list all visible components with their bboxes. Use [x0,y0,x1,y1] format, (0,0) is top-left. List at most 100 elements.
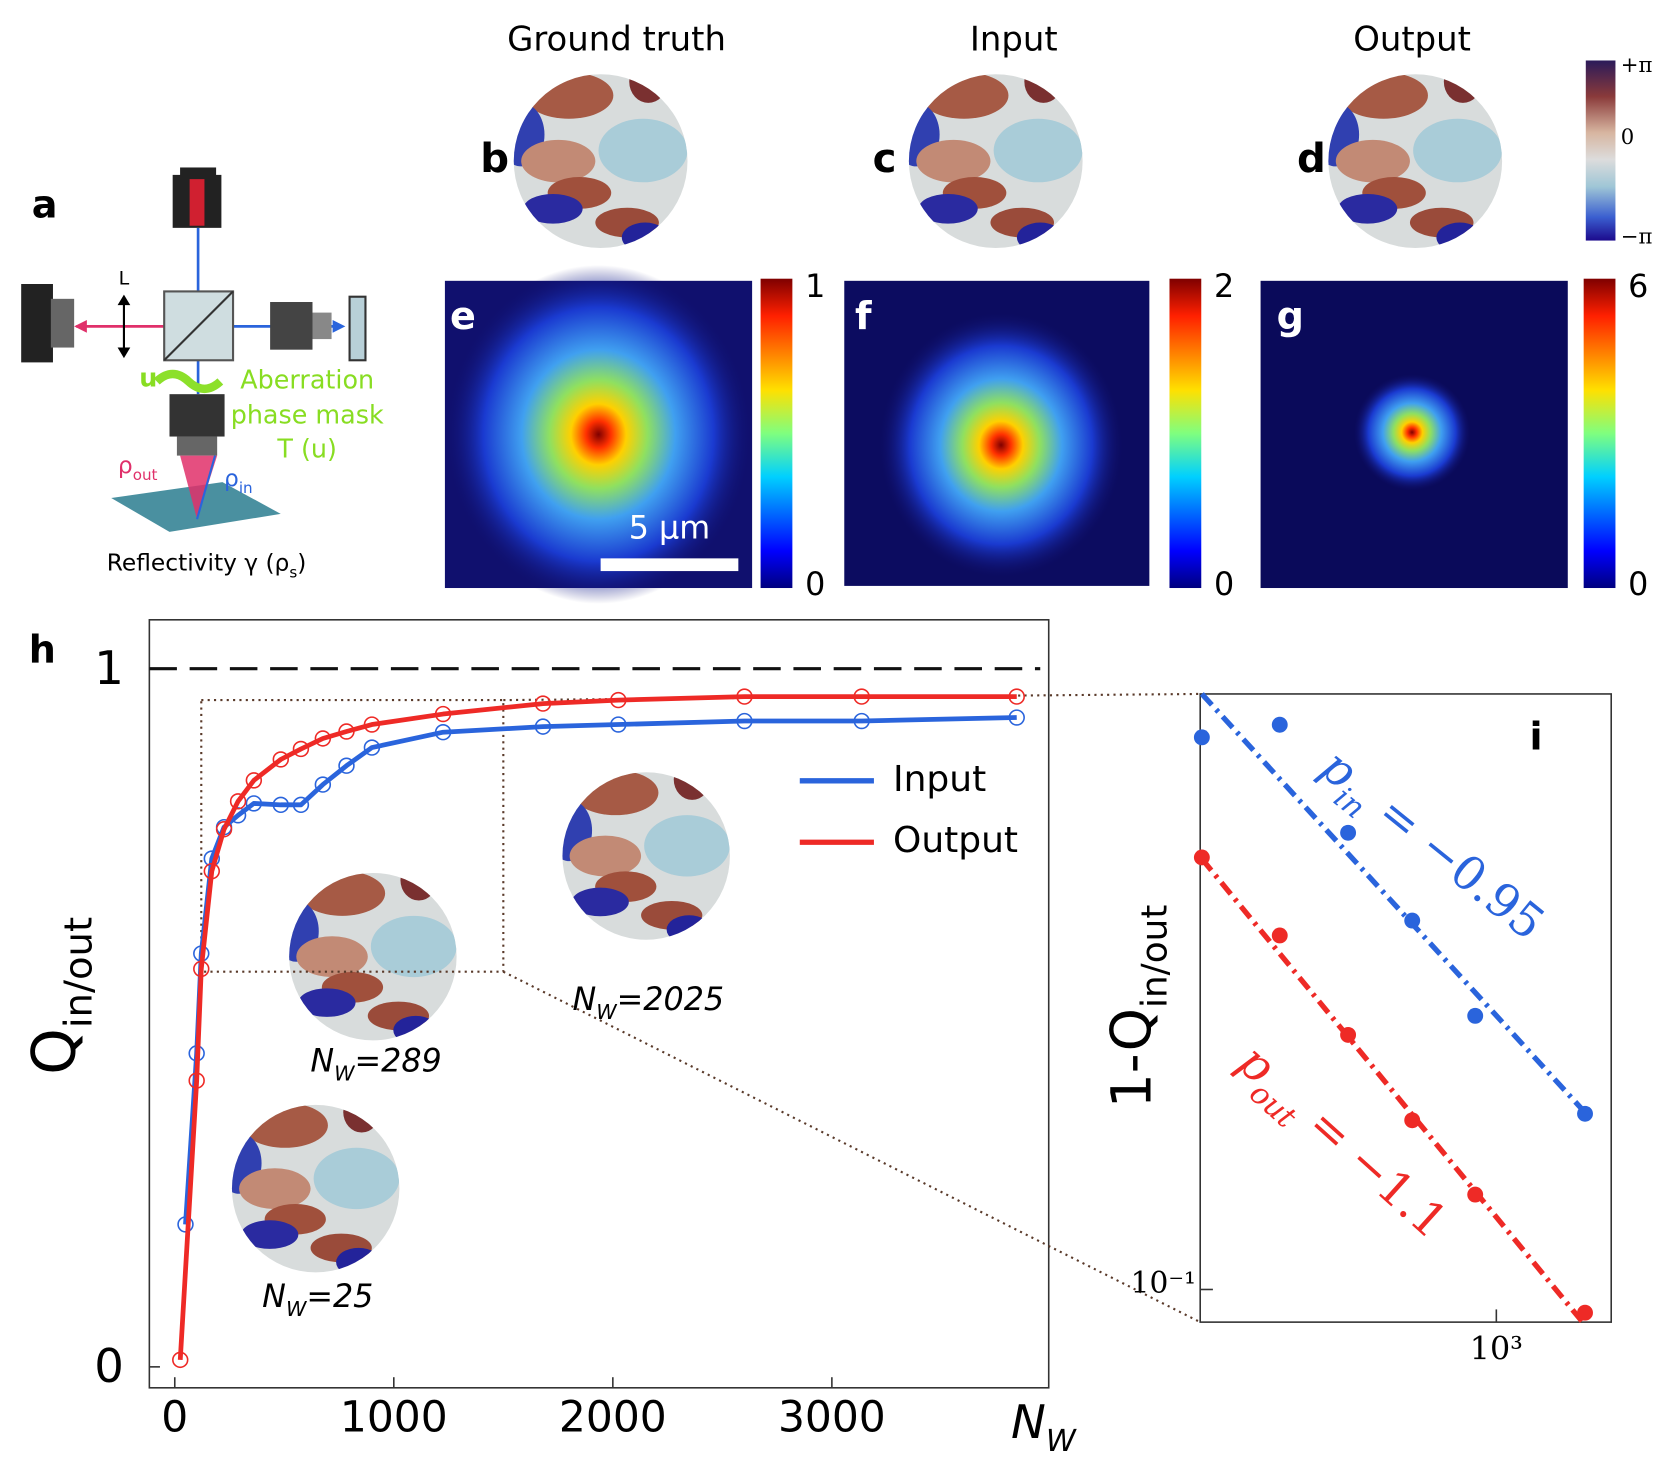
data-point [1577,1304,1593,1321]
panel-title-part: Input [970,19,1058,58]
objective-tip [176,436,218,456]
objective [169,394,225,437]
y-tick-label-part: 0 [94,1338,124,1392]
colorbar-label: 6 [1628,269,1648,305]
data-point [172,1351,189,1369]
inset-label-part: N [572,982,596,1018]
zoom-box [200,699,505,973]
inset-label: NW=289 [310,1044,441,1086]
x-tick-label: 10³ [1470,1331,1523,1367]
rho-in: ρin [224,464,253,496]
arrow [332,320,346,333]
mask-text-part: Aberration [240,364,374,394]
panel-letter-part: f [855,293,872,337]
mask-label: u [139,362,157,392]
x-tick-label: 1000 [340,1392,448,1441]
arrow [117,294,131,306]
colorbar-label-part: 6 [1628,269,1648,305]
data-point [363,739,381,756]
data-point [292,740,310,758]
colorbar-label-part: 0 [805,567,825,603]
panel-title: Input [970,19,1058,58]
plot-frame [148,619,1050,1389]
data-point [272,751,289,768]
inset-label-part: W [286,1297,308,1321]
y-axis-label-part: 1-Q [1100,1008,1164,1108]
phase-map [893,60,1084,252]
inset-label: NW=25 [262,1279,373,1321]
psf-spot [879,312,1123,578]
colorbar-label-part: 0 [1628,567,1648,603]
data-point [736,688,753,705]
panel-letter: e [450,293,476,337]
camera [21,284,53,363]
panel-letter: f [855,293,872,337]
data-point [1271,927,1288,944]
data-point [1193,849,1210,866]
reflectivity-part: Reflectivity γ (ρ [107,549,290,576]
splitter-diagonal [163,290,234,362]
laser-cap [180,167,217,176]
rho-out-part: ρ [118,452,133,479]
mask-text: Aberration [240,364,374,394]
lens-label: L [119,267,130,289]
arrow [74,320,87,333]
colorbar-label-part: 0 [1621,123,1634,148]
plot-frame [1199,693,1613,1323]
data-point [245,772,263,789]
data-point [215,821,233,838]
panel-letter-part: b [480,136,509,182]
fit-line [1199,857,1588,1327]
data-point [434,705,452,723]
y-tick-label: 10⁻¹ [1131,1265,1196,1300]
zoom-connector [502,970,1201,1324]
x-tick-label-part: 1000 [340,1392,448,1441]
x-axis-label: NW [1011,1394,1077,1459]
panel-title-part: Ground truth [507,19,726,58]
colorbar-label: 0 [805,567,825,603]
inset-label-part: N [262,1279,286,1315]
data-point [338,723,355,740]
inset-label-part: =2025 [617,982,724,1018]
data-point [203,862,220,880]
x-tick-label-part: 2000 [559,1392,667,1441]
colorbar-label: 2 [1214,269,1234,305]
panel-letter: d [1297,136,1326,182]
panel-letter: g [1277,293,1304,337]
colorbar-label-part: −π [1621,223,1653,248]
data-point [1193,729,1210,746]
y-axis-label: 1-Qin/out [1100,905,1175,1109]
arrow [117,347,131,359]
data-point [736,712,753,730]
reflectivity-part: s [289,563,297,581]
rho-in-part: in [239,478,253,496]
data-point [1008,709,1025,726]
data-point [272,796,289,814]
inset-label: NW=2025 [572,982,724,1024]
data-point [1467,1186,1484,1203]
panel-title: Output [1353,19,1471,58]
colorbar [1169,278,1202,589]
data-point [292,796,310,814]
y-tick-label: 0 [94,1338,124,1392]
camera-lens [50,298,75,348]
psf-spot [1353,374,1471,491]
panel-letter-part: i [1529,714,1542,758]
laser-beam [189,179,205,226]
inset-label-part: W [596,1000,618,1024]
data-point [534,718,552,735]
panel-letter: i [1529,714,1542,758]
x-axis-label-part: N [1011,1394,1046,1448]
x-tick-label: 0 [161,1392,188,1441]
psf-spot [444,264,753,604]
phase-map [1312,60,1503,252]
legend-label-part: Input [893,759,986,800]
x-tick-label-part: 0 [161,1392,188,1441]
panel-letter-part: a [32,182,58,226]
rho-out: ρout [118,452,158,484]
mask-text: T (u) [276,433,337,463]
data-point [1008,688,1025,705]
colorbar [760,278,793,589]
y-axis-label-part: in/out [56,917,101,1028]
data-point [1404,912,1421,929]
